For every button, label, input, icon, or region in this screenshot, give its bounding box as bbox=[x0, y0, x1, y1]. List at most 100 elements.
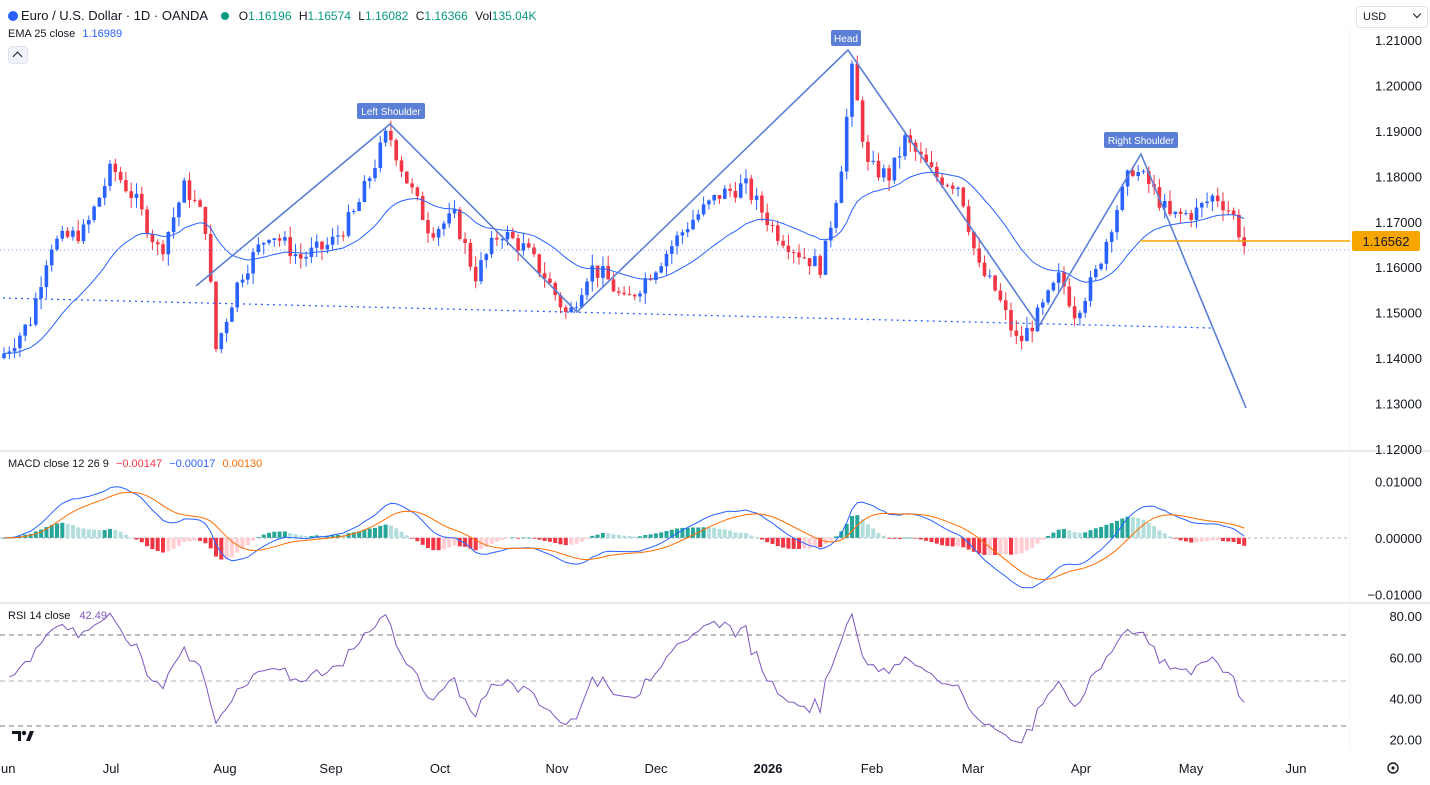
candle[interactable] bbox=[1189, 209, 1193, 228]
candle[interactable] bbox=[956, 186, 960, 197]
candle[interactable] bbox=[998, 283, 1003, 303]
candle[interactable] bbox=[235, 281, 239, 313]
candle[interactable] bbox=[791, 249, 796, 264]
candle[interactable] bbox=[108, 159, 112, 192]
candle[interactable] bbox=[1041, 299, 1045, 316]
candle[interactable] bbox=[717, 195, 722, 205]
candle[interactable] bbox=[473, 256, 478, 289]
candle[interactable] bbox=[929, 151, 934, 169]
candle[interactable] bbox=[1168, 190, 1172, 217]
candle[interactable] bbox=[1221, 192, 1225, 221]
candle[interactable] bbox=[134, 183, 139, 208]
candle[interactable] bbox=[1035, 304, 1040, 332]
candle[interactable] bbox=[214, 281, 218, 353]
candle[interactable] bbox=[272, 238, 277, 247]
candle[interactable] bbox=[1094, 264, 1098, 281]
candle[interactable] bbox=[405, 171, 409, 185]
candle[interactable] bbox=[648, 274, 653, 281]
symbol-title[interactable]: Euro / U.S. Dollar · 1D · OANDA bbox=[21, 8, 209, 23]
candle[interactable] bbox=[728, 183, 732, 198]
candle[interactable] bbox=[1231, 207, 1236, 220]
candle[interactable] bbox=[797, 244, 801, 265]
candle[interactable] bbox=[394, 138, 398, 166]
candle[interactable] bbox=[961, 186, 966, 209]
candle[interactable] bbox=[55, 235, 59, 252]
candle[interactable] bbox=[1194, 198, 1199, 229]
candle[interactable] bbox=[701, 196, 706, 217]
candle[interactable] bbox=[866, 135, 870, 171]
currency-select[interactable]: USD bbox=[1356, 6, 1428, 28]
candle[interactable] bbox=[564, 304, 568, 319]
candle[interactable] bbox=[1104, 238, 1109, 271]
candle[interactable] bbox=[738, 174, 743, 199]
candle[interactable] bbox=[675, 231, 679, 255]
candle[interactable] bbox=[346, 204, 351, 238]
candle[interactable] bbox=[97, 196, 102, 208]
candle[interactable] bbox=[49, 244, 54, 272]
candle[interactable] bbox=[1215, 187, 1220, 208]
candle[interactable] bbox=[765, 203, 769, 232]
candle[interactable] bbox=[1099, 262, 1103, 272]
candle[interactable] bbox=[1003, 292, 1008, 320]
candle[interactable] bbox=[145, 205, 149, 239]
candle[interactable] bbox=[712, 194, 716, 205]
candle[interactable] bbox=[458, 207, 462, 241]
candle[interactable] bbox=[1030, 320, 1034, 343]
left-shoulder-label[interactable]: Left Shoulder bbox=[357, 103, 425, 119]
candle[interactable] bbox=[71, 226, 75, 241]
candle[interactable] bbox=[829, 221, 833, 248]
candle[interactable] bbox=[1056, 263, 1061, 292]
candle[interactable] bbox=[155, 239, 160, 256]
candle[interactable] bbox=[1125, 169, 1130, 196]
candle[interactable] bbox=[1072, 296, 1077, 326]
candle[interactable] bbox=[420, 191, 425, 221]
candle[interactable] bbox=[892, 157, 897, 185]
candle[interactable] bbox=[246, 264, 250, 285]
candle[interactable] bbox=[81, 219, 86, 244]
candle[interactable] bbox=[161, 240, 165, 262]
candle[interactable] bbox=[1051, 281, 1056, 292]
candle[interactable] bbox=[177, 201, 181, 227]
candle[interactable] bbox=[521, 232, 526, 256]
candle[interactable] bbox=[288, 226, 292, 264]
candle[interactable] bbox=[903, 132, 907, 161]
candle[interactable] bbox=[299, 243, 303, 269]
candle[interactable] bbox=[1210, 193, 1215, 212]
candle[interactable] bbox=[707, 199, 711, 210]
candle[interactable] bbox=[897, 146, 902, 169]
candle[interactable] bbox=[733, 181, 738, 203]
candle[interactable] bbox=[770, 221, 775, 233]
candle[interactable] bbox=[12, 338, 17, 359]
candle[interactable] bbox=[643, 272, 648, 305]
candle[interactable] bbox=[341, 231, 345, 242]
candle[interactable] bbox=[632, 293, 637, 301]
candle[interactable] bbox=[293, 243, 298, 264]
candle[interactable] bbox=[579, 288, 584, 309]
candle[interactable] bbox=[320, 240, 324, 261]
candle[interactable] bbox=[198, 198, 202, 208]
candle[interactable] bbox=[813, 248, 817, 267]
candle[interactable] bbox=[590, 254, 595, 292]
candle[interactable] bbox=[129, 182, 133, 208]
candle[interactable] bbox=[1109, 229, 1114, 253]
candle[interactable] bbox=[309, 237, 314, 264]
candle[interactable] bbox=[723, 185, 727, 200]
candle[interactable] bbox=[362, 175, 367, 203]
candle[interactable] bbox=[807, 257, 812, 275]
candle[interactable] bbox=[283, 231, 287, 246]
candle[interactable] bbox=[823, 240, 828, 276]
candle[interactable] bbox=[373, 159, 377, 182]
candle[interactable] bbox=[1078, 310, 1082, 326]
candle[interactable] bbox=[585, 278, 589, 301]
candle[interactable] bbox=[1088, 270, 1093, 307]
candle[interactable] bbox=[219, 332, 224, 354]
candle[interactable] bbox=[526, 238, 531, 249]
candle[interactable] bbox=[1200, 201, 1204, 218]
candle[interactable] bbox=[1141, 169, 1146, 175]
candle[interactable] bbox=[1014, 320, 1019, 345]
candle[interactable] bbox=[28, 317, 33, 327]
candle[interactable] bbox=[516, 233, 520, 262]
candle[interactable] bbox=[1226, 200, 1231, 216]
candle[interactable] bbox=[1178, 207, 1183, 224]
